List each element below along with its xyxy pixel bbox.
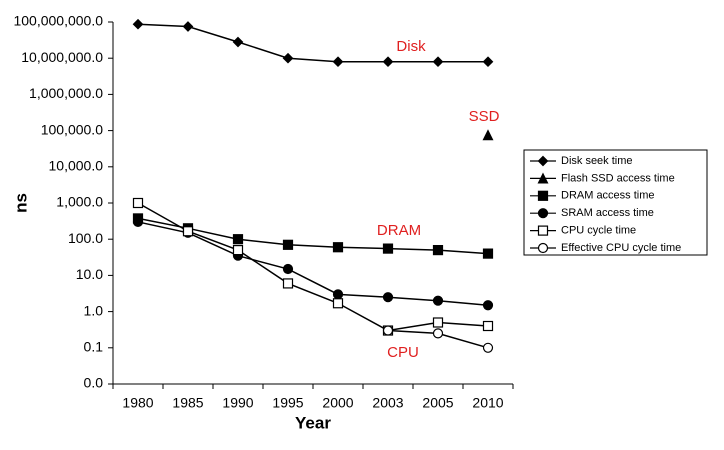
x-tick-label: 1980: [122, 395, 153, 411]
legend-marker: [537, 172, 549, 184]
marker: [432, 317, 444, 328]
marker: [382, 292, 394, 303]
annotation: SSD: [469, 108, 500, 125]
legend-label: DRAM access time: [561, 190, 655, 202]
marker: [382, 325, 394, 336]
legend-label: Disk seek time: [561, 155, 633, 167]
y-tick-label: 0.1: [84, 339, 104, 355]
legend-label: Effective CPU cycle time: [561, 242, 681, 254]
legend-label: Flash SSD access time: [561, 172, 675, 184]
legend-marker: [537, 242, 549, 254]
marker: [482, 129, 494, 141]
marker: [482, 248, 494, 259]
marker: [482, 320, 494, 332]
annotation: Disk: [396, 38, 426, 55]
marker: [132, 216, 144, 228]
y-tick-label: 10,000.0: [49, 158, 104, 174]
y-tick-label: 100,000.0: [41, 121, 103, 137]
marker: [482, 56, 494, 68]
marker: [432, 56, 444, 68]
marker: [282, 278, 294, 289]
x-tick-label: 2003: [372, 395, 403, 411]
legend-marker: [537, 208, 549, 219]
marker: [332, 298, 344, 309]
x-tick-label: 2010: [472, 395, 503, 411]
marker: [332, 242, 344, 253]
marker: [232, 36, 244, 48]
series-line: [137, 217, 489, 255]
legend-box: [523, 149, 708, 256]
series-line: [137, 23, 488, 63]
y-tick-label: 10.0: [76, 266, 103, 282]
marker: [382, 243, 394, 254]
series-line: [137, 221, 489, 306]
x-tick-label: 1990: [222, 395, 253, 411]
marker: [132, 197, 144, 209]
marker: [232, 244, 244, 256]
x-tick-label: 1985: [172, 395, 203, 411]
series-line: [137, 202, 489, 332]
marker: [482, 342, 494, 353]
marker: [382, 56, 394, 68]
y-tick-label: 1,000.0: [56, 194, 103, 210]
y-tick-label: 100.0: [68, 230, 103, 246]
marker: [432, 244, 444, 256]
marker: [282, 263, 294, 275]
marker: [482, 300, 494, 311]
marker: [282, 239, 294, 250]
y-tick-label: 1.0: [84, 302, 104, 318]
marker: [232, 234, 244, 245]
x-tick-label: 2005: [422, 395, 453, 411]
annotation: CPU: [387, 344, 419, 361]
marker: [332, 56, 344, 68]
legend-marker: [537, 225, 549, 236]
legend-label: CPU cycle time: [561, 225, 636, 237]
marker: [432, 328, 444, 339]
x-tick-label: 2000: [322, 395, 353, 411]
y-axis-title: ns: [11, 193, 30, 213]
legend-label: SRAM access time: [561, 207, 654, 219]
y-tick-label: 100,000,000.0: [13, 13, 103, 29]
marker: [132, 18, 144, 30]
marker: [432, 295, 444, 306]
legend-marker: [537, 190, 549, 201]
marker: [182, 226, 194, 237]
y-tick-label: 0.0: [84, 375, 104, 391]
y-tick-label: 10,000,000.0: [21, 49, 103, 65]
x-tick-label: 1995: [272, 395, 303, 411]
marker: [282, 52, 294, 64]
x-axis-title: Year: [295, 413, 331, 432]
annotation: DRAM: [377, 222, 421, 239]
marker: [332, 289, 344, 300]
marker: [182, 21, 194, 32]
y-tick-label: 1,000,000.0: [29, 85, 103, 101]
legend-marker: [537, 155, 549, 167]
